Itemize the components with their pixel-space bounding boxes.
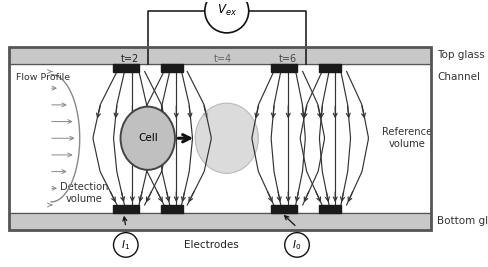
Text: $I_1$: $I_1$ xyxy=(121,238,130,252)
Bar xyxy=(318,205,340,213)
Text: t=2: t=2 xyxy=(121,54,139,65)
Ellipse shape xyxy=(195,103,258,173)
Text: t=4: t=4 xyxy=(213,54,231,65)
Ellipse shape xyxy=(120,107,175,170)
Bar xyxy=(112,205,139,213)
Bar xyxy=(9,47,430,64)
Text: t=6: t=6 xyxy=(279,54,297,65)
Text: Detection
volume: Detection volume xyxy=(60,182,108,204)
Bar xyxy=(9,47,430,230)
Circle shape xyxy=(284,233,309,257)
Circle shape xyxy=(204,0,248,33)
Text: Channel: Channel xyxy=(437,72,480,82)
Text: $I_0$: $I_0$ xyxy=(292,238,301,252)
Bar xyxy=(112,64,139,72)
Circle shape xyxy=(113,233,138,257)
Text: Reference
volume: Reference volume xyxy=(381,127,431,149)
Bar xyxy=(318,64,340,72)
Text: Flow Profile: Flow Profile xyxy=(16,73,70,82)
Bar xyxy=(270,205,296,213)
Text: Bottom glass: Bottom glass xyxy=(437,216,488,226)
Text: Top glass: Top glass xyxy=(437,50,484,60)
Bar xyxy=(161,64,183,72)
Text: $V_{ex}$: $V_{ex}$ xyxy=(216,3,236,18)
Bar xyxy=(9,64,430,213)
Text: Electrodes: Electrodes xyxy=(183,240,238,250)
Bar xyxy=(270,64,296,72)
Bar xyxy=(161,205,183,213)
Bar xyxy=(9,213,430,230)
Text: Cell: Cell xyxy=(138,133,157,143)
